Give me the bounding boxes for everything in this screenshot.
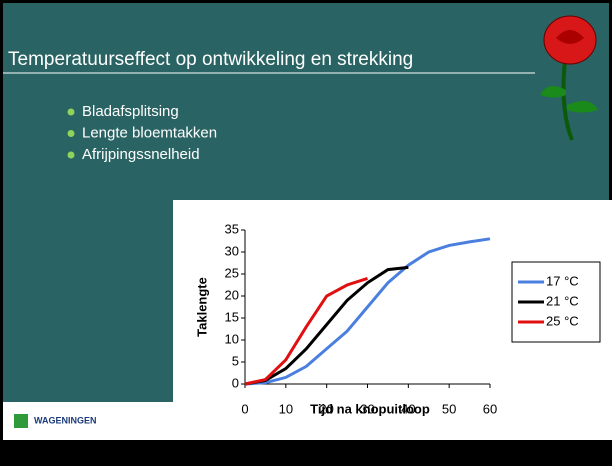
bullet-text: Lengte bloemtakken [82, 124, 217, 141]
x-tick-label: 30 [360, 401, 374, 416]
y-tick-label: 35 [225, 221, 239, 236]
page: {"slide":{"title":"Temperatuurseffect op… [0, 0, 612, 461]
x-tick-label: 20 [319, 401, 333, 416]
slide: WAGENINGEN Temperatuurseffect op ontwikk… [0, 0, 612, 461]
x-tick-label: 0 [241, 401, 248, 416]
legend-label: 25 °C [546, 313, 579, 328]
y-tick-label: 5 [232, 353, 239, 368]
x-tick-label: 60 [483, 401, 497, 416]
bullet-text: Afrijpingssnelheid [82, 146, 200, 163]
y-tick-label: 10 [225, 331, 239, 346]
slide-title: Temperatuurseffect op ontwikkeling en st… [8, 49, 413, 70]
y-tick-label: 0 [232, 375, 239, 390]
y-axis-label: Taklengte [194, 277, 209, 337]
y-tick-label: 20 [225, 287, 239, 302]
legend-label: 21 °C [546, 293, 579, 308]
bullet-text: Bladafsplitsing [82, 103, 179, 120]
x-tick-label: 50 [442, 401, 456, 416]
x-tick-label: 10 [279, 401, 293, 416]
logo-text: WAGENINGEN [34, 415, 97, 425]
x-tick-label: 40 [401, 401, 415, 416]
logo-icon [14, 414, 28, 428]
legend-label: 17 °C [546, 273, 579, 288]
y-tick-label: 30 [225, 243, 239, 258]
y-tick-label: 25 [225, 265, 239, 280]
y-tick-label: 15 [225, 309, 239, 324]
bullet-dot [68, 130, 75, 137]
bullet-dot [68, 152, 75, 159]
bullet-dot [68, 109, 75, 116]
